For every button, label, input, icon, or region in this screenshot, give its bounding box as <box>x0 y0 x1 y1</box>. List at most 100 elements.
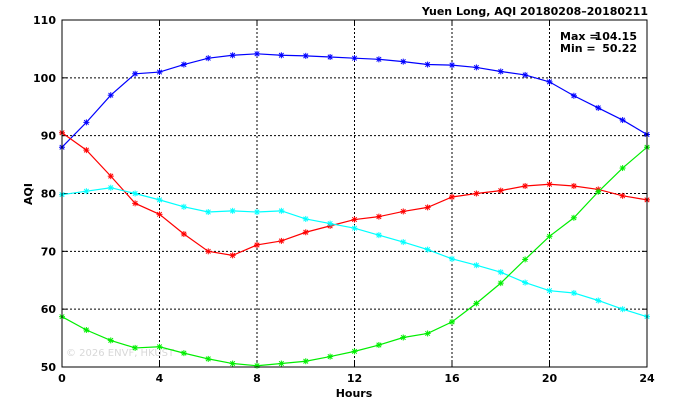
data-point <box>302 229 309 236</box>
x-tick-label: 20 <box>542 372 558 385</box>
min-label: Min = <box>560 42 596 55</box>
data-point <box>107 184 114 191</box>
x-tick-label: 16 <box>444 372 460 385</box>
data-point <box>424 330 431 337</box>
data-point <box>595 188 602 195</box>
data-point <box>351 216 358 223</box>
y-tick-label: 110 <box>33 14 56 27</box>
data-point <box>107 92 114 99</box>
x-tick-label: 24 <box>639 372 655 385</box>
data-point <box>254 241 260 248</box>
data-point <box>619 165 626 172</box>
y-axis-label: AQI <box>22 183 35 205</box>
data-point <box>83 188 90 195</box>
axis-ticks: 0 4 8 12 16 20 24 50 60 70 80 90 100 110 <box>33 14 655 385</box>
max-value: 104.15 <box>595 30 637 43</box>
data-point <box>351 225 358 232</box>
series-1 <box>59 50 650 151</box>
data-point <box>473 190 480 197</box>
data-point <box>424 204 431 211</box>
data-point <box>546 78 553 85</box>
data-point <box>156 69 163 76</box>
y-tick-label: 60 <box>41 303 57 316</box>
data-point <box>327 220 334 227</box>
data-point <box>351 55 358 62</box>
data-point <box>449 318 455 325</box>
data-point <box>400 208 407 215</box>
y-tick-label: 90 <box>41 130 57 143</box>
data-point <box>254 362 260 369</box>
data-point <box>375 342 382 349</box>
data-point <box>570 182 577 189</box>
data-point <box>546 181 553 188</box>
y-tick-label: 100 <box>33 72 56 85</box>
data-point <box>327 353 334 360</box>
plot-frame <box>61 19 648 368</box>
data-point <box>205 355 212 362</box>
data-point <box>449 255 455 262</box>
data-point <box>107 337 114 344</box>
y-tick-label: 50 <box>41 361 57 374</box>
data-point <box>400 58 407 65</box>
data-point <box>375 56 382 63</box>
chart-title: Yuen Long, AQI 20180208–20180211 <box>421 5 648 18</box>
data-point <box>278 360 285 367</box>
data-point <box>595 297 602 304</box>
data-point <box>522 279 529 286</box>
data-point <box>473 64 480 71</box>
data-point <box>424 61 431 68</box>
data-point <box>132 190 139 197</box>
data-point <box>156 196 163 203</box>
data-point <box>424 246 431 253</box>
data-point <box>619 306 626 313</box>
min-value: 50.22 <box>602 42 637 55</box>
data-point <box>180 230 187 237</box>
data-point <box>205 209 212 216</box>
data-point <box>375 232 382 239</box>
data-point <box>180 203 187 210</box>
data-point <box>278 237 285 244</box>
data-point <box>400 334 407 341</box>
data-point <box>302 52 309 59</box>
data-point <box>473 262 480 269</box>
y-tick-label: 70 <box>41 245 57 258</box>
data-point <box>83 119 90 126</box>
data-point <box>156 343 163 350</box>
data-point <box>205 55 212 62</box>
data-point <box>497 280 504 287</box>
data-point <box>302 215 309 222</box>
data-point <box>229 252 236 259</box>
data-point <box>132 70 139 77</box>
data-point <box>327 54 334 61</box>
data-point <box>619 192 626 199</box>
y-tick-label: 80 <box>41 188 57 201</box>
data-point <box>302 358 309 365</box>
data-point <box>497 187 504 194</box>
x-tick-label: 0 <box>58 372 66 385</box>
series-4 <box>59 144 650 369</box>
max-label: Max = <box>560 30 599 43</box>
data-point <box>546 287 553 294</box>
data-point <box>278 207 285 214</box>
data-point <box>83 147 90 154</box>
data-point <box>570 214 577 221</box>
data-point <box>351 348 358 355</box>
data-point <box>83 326 90 333</box>
data-point <box>254 50 260 57</box>
watermark: © 2026 ENVF, HKUST <box>66 348 175 359</box>
series-2 <box>59 129 650 259</box>
x-tick-label: 12 <box>347 372 362 385</box>
data-point <box>254 209 260 216</box>
data-point <box>497 68 504 75</box>
data-point <box>229 52 236 59</box>
x-tick-label: 8 <box>253 372 261 385</box>
data-point <box>570 92 577 99</box>
x-tick-label: 4 <box>156 372 164 385</box>
data-point <box>180 350 187 357</box>
data-point <box>132 344 139 351</box>
data-point <box>375 213 382 220</box>
data-point <box>522 182 529 189</box>
data-point <box>522 71 529 78</box>
data-point <box>449 193 455 200</box>
